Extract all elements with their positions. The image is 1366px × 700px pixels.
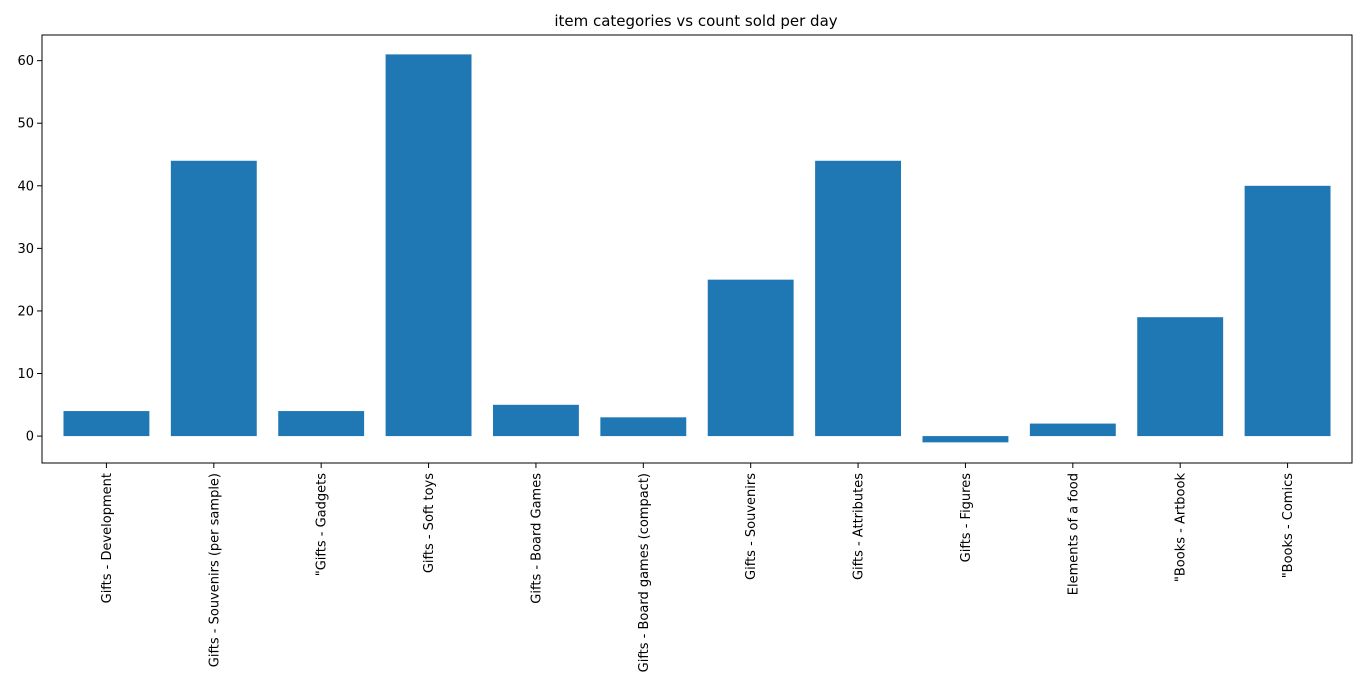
bar bbox=[815, 160, 902, 437]
x-tick-label: Gifts - Figures bbox=[959, 473, 974, 563]
plot-frame bbox=[41, 34, 1353, 464]
bar bbox=[1137, 317, 1224, 437]
bar bbox=[1029, 423, 1116, 437]
x-tick-label: Gifts - Souvenirs bbox=[744, 473, 759, 580]
bar bbox=[63, 411, 150, 437]
y-tick-label: 0 bbox=[26, 430, 34, 445]
x-tick-label: Gifts - Board games (compact) bbox=[637, 473, 652, 672]
y-axis: 0 10 20 30 40 50 60 bbox=[17, 54, 42, 445]
x-tick-label: Gifts - Attributes bbox=[852, 473, 867, 580]
bar bbox=[600, 417, 687, 437]
chart-title: item categories vs count sold per day bbox=[554, 12, 837, 30]
bar bbox=[707, 279, 794, 437]
bar bbox=[170, 160, 257, 437]
x-tick-label: Gifts - Board Games bbox=[529, 473, 544, 604]
y-tick-label: 40 bbox=[17, 179, 34, 194]
y-tick-label: 50 bbox=[17, 117, 34, 132]
y-tick-label: 20 bbox=[17, 304, 34, 319]
bar bbox=[492, 404, 579, 437]
y-tick-label: 60 bbox=[17, 54, 34, 69]
bar bbox=[385, 54, 472, 437]
bar bbox=[922, 436, 1009, 443]
x-tick-label: "Books - Artbook bbox=[1174, 473, 1189, 583]
x-tick-label: Gifts - Souvenirs (per sample) bbox=[207, 473, 222, 667]
x-tick-label: "Gifts - Gadgets bbox=[315, 473, 330, 576]
bars bbox=[63, 54, 1331, 443]
x-axis: Gifts - Development Gifts - Souvenirs (pe… bbox=[100, 463, 1296, 672]
bar bbox=[1244, 185, 1331, 437]
x-tick-label: Gifts - Soft toys bbox=[422, 473, 437, 573]
x-tick-label: "Books - Comics bbox=[1281, 473, 1296, 579]
x-tick-label: Elements of a food bbox=[1066, 473, 1081, 595]
bar bbox=[278, 411, 365, 437]
y-tick-label: 10 bbox=[17, 367, 34, 382]
y-tick-label: 30 bbox=[17, 242, 34, 257]
x-tick-label: Gifts - Development bbox=[100, 473, 115, 603]
